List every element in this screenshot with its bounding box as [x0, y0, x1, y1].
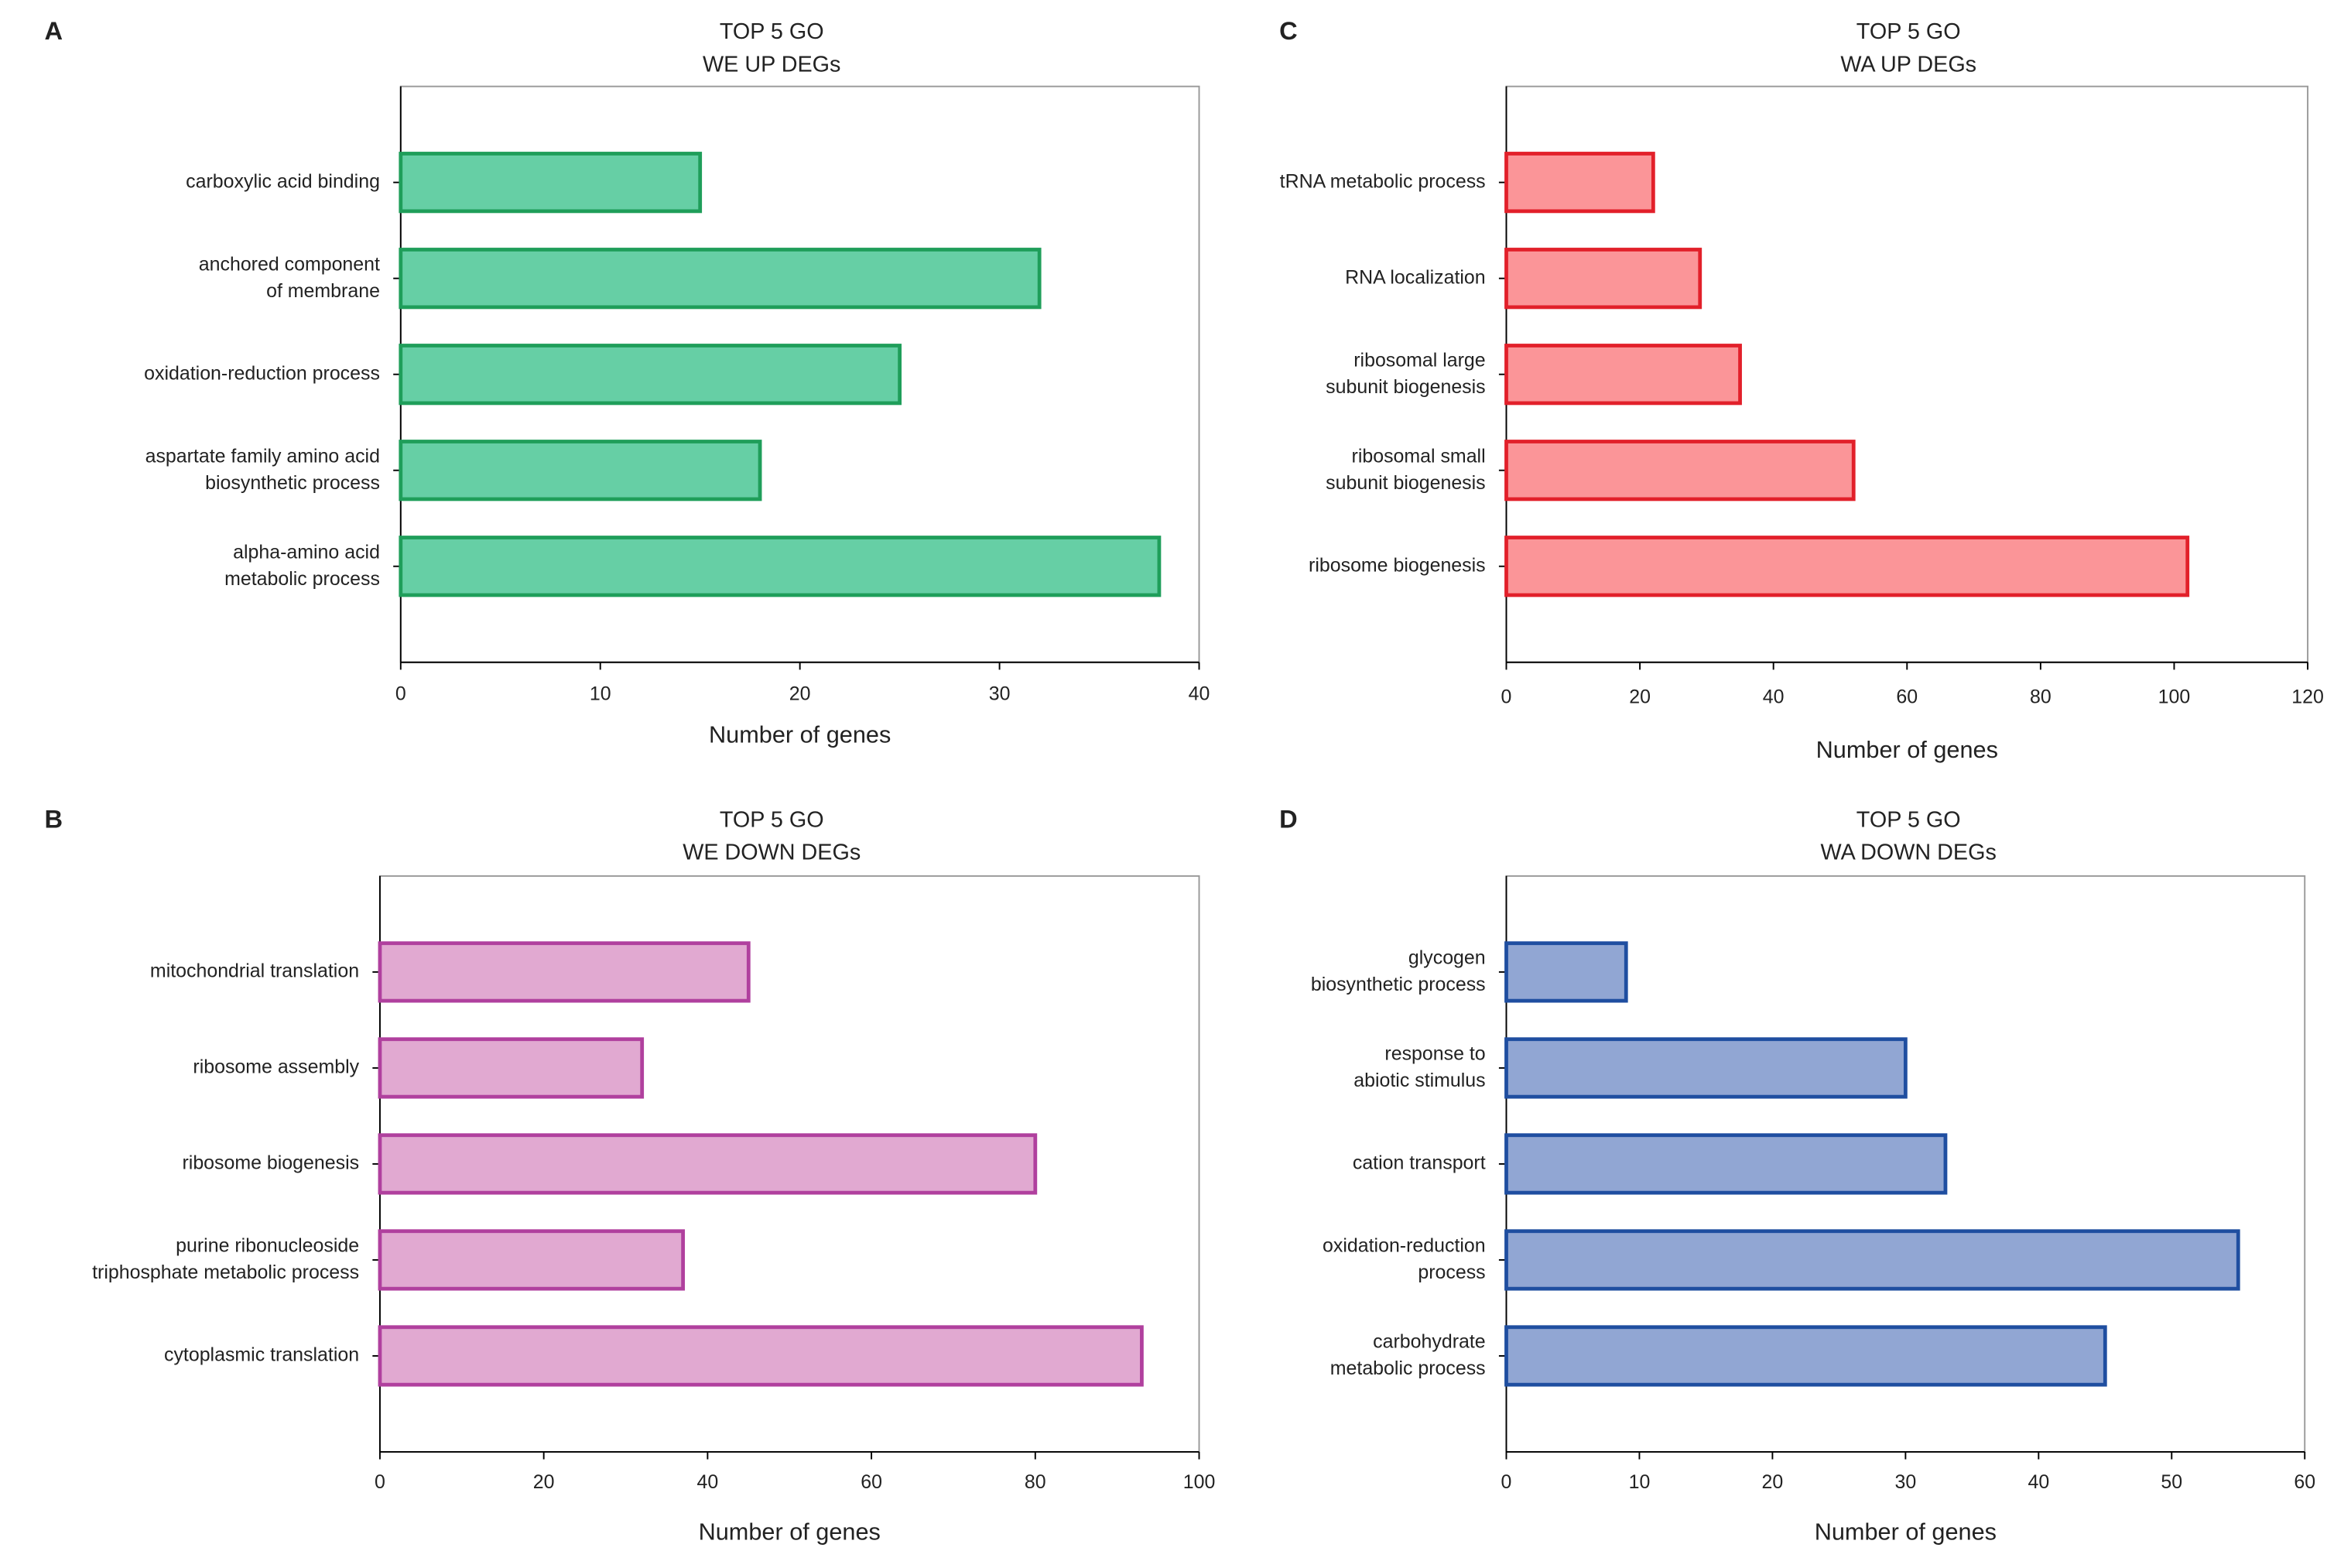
chart-subtitle: WE DOWN DEGs	[683, 840, 861, 865]
bar	[399, 440, 762, 502]
bar	[399, 536, 1162, 597]
y-tick-label: ribosomal small subunit biogenesis	[1326, 445, 1485, 494]
bar	[378, 1229, 686, 1291]
y-tick-label: carboxylic acid binding	[186, 170, 380, 192]
bar	[1504, 536, 2190, 597]
bar	[1504, 1037, 1908, 1099]
bar	[1504, 152, 1655, 214]
panel-label: A	[45, 16, 63, 45]
x-tick-label: 40	[1189, 683, 1210, 705]
bar	[1504, 344, 1742, 406]
x-tick-label: 40	[697, 1471, 719, 1493]
y-tick-label: oxidation-reduction process	[144, 362, 380, 384]
x-tick-label: 30	[989, 683, 1011, 705]
x-tick-label: 20	[533, 1471, 555, 1493]
chart-subtitle: WA DOWN DEGs	[1821, 840, 1997, 865]
chart-subtitle: WE UP DEGs	[703, 52, 840, 77]
x-tick-label: 10	[1629, 1471, 1651, 1493]
y-tick-label: ribosome biogenesis	[182, 1152, 359, 1174]
x-tick-label: 60	[861, 1471, 882, 1493]
bar	[1504, 941, 1628, 1003]
chart-subtitle: WA UP DEGs	[1840, 52, 1976, 77]
y-tick-label: ribosomal large subunit biogenesis	[1326, 349, 1485, 398]
bar	[1504, 1229, 2240, 1291]
y-tick-label: RNA localization	[1345, 266, 1485, 288]
bar	[378, 1037, 645, 1099]
x-tick-label: 0	[395, 683, 406, 705]
bar	[378, 941, 751, 1003]
x-tick-label: 40	[2028, 1471, 2049, 1493]
x-axis-label: Number of genes	[709, 721, 891, 748]
bar	[1504, 1133, 1948, 1195]
x-axis-label: Number of genes	[699, 1518, 881, 1546]
chart-title: TOP 5 GO	[1856, 19, 1961, 44]
y-tick-label: glycogen biosynthetic process	[1311, 947, 1486, 995]
bar	[399, 152, 703, 214]
x-tick-label: 0	[1501, 1471, 1512, 1493]
y-tick-label: tRNA metabolic process	[1280, 170, 1486, 192]
x-tick-label: 60	[2294, 1471, 2315, 1493]
bar	[399, 344, 902, 406]
x-tick-label: 30	[1894, 1471, 1916, 1493]
panel-label: D	[1279, 805, 1298, 834]
x-tick-label: 80	[1025, 1471, 1046, 1493]
x-tick-label: 0	[1501, 686, 1512, 707]
chart-title: TOP 5 GO	[720, 808, 824, 833]
x-tick-label: 40	[1763, 686, 1785, 707]
x-tick-label: 120	[2291, 686, 2324, 707]
y-tick-label: carbohydrate metabolic process	[1330, 1330, 1486, 1379]
x-tick-label: 0	[375, 1471, 385, 1493]
y-tick-label: cation transport	[1353, 1152, 1486, 1174]
x-tick-label: 80	[2030, 686, 2052, 707]
y-tick-label: response to abiotic stimulus	[1353, 1042, 1485, 1091]
x-axis-label: Number of genes	[1816, 736, 1998, 763]
y-tick-label: oxidation-reduction process	[1323, 1234, 1486, 1283]
y-tick-label: aspartate family amino acid biosynthetic …	[145, 445, 380, 494]
x-axis-label: Number of genes	[1815, 1518, 1997, 1546]
bar	[378, 1133, 1038, 1195]
chart-title: TOP 5 GO	[1856, 808, 1961, 833]
bar	[1504, 1325, 2107, 1387]
y-tick-label: cytoplasmic translation	[164, 1344, 359, 1366]
bar	[399, 248, 1042, 310]
x-tick-label: 100	[1183, 1471, 1216, 1493]
y-tick-label: ribosome biogenesis	[1309, 554, 1486, 576]
bar	[1504, 248, 1702, 310]
y-tick-label: purine ribonucleoside triphosphate metabo…	[92, 1234, 359, 1283]
x-tick-label: 50	[2161, 1471, 2182, 1493]
x-tick-label: 10	[590, 683, 611, 705]
x-tick-label: 100	[2158, 686, 2191, 707]
panel-label: B	[45, 805, 63, 834]
y-tick-label: anchored component of membrane	[199, 253, 380, 302]
bar	[1504, 440, 1856, 502]
y-tick-label: alpha-amino acid metabolic process	[224, 541, 380, 590]
x-tick-label: 20	[1762, 1471, 1784, 1493]
y-tick-label: ribosome assembly	[193, 1056, 359, 1078]
bar	[378, 1325, 1144, 1387]
y-tick-label: mitochondrial translation	[150, 960, 359, 981]
x-tick-label: 20	[1629, 686, 1651, 707]
chart-title: TOP 5 GO	[720, 19, 824, 44]
panel-label: C	[1279, 16, 1298, 45]
x-tick-label: 20	[789, 683, 811, 705]
x-tick-label: 60	[1896, 686, 1918, 707]
